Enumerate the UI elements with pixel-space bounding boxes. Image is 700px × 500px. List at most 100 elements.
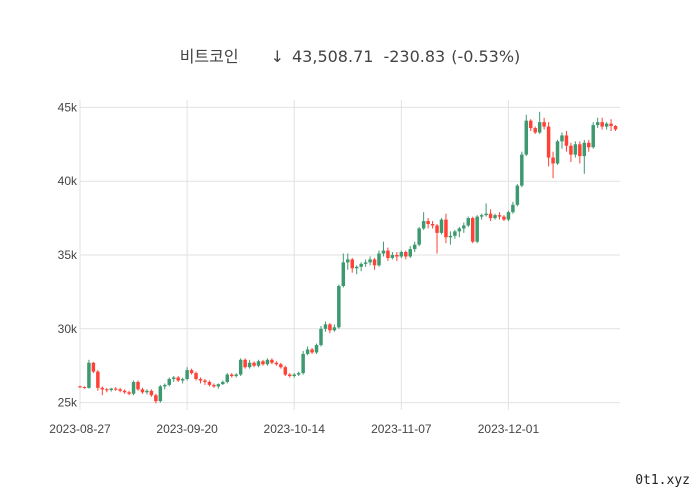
candle (221, 380, 225, 385)
candle (475, 215, 479, 244)
candle (176, 376, 180, 382)
candle-body (203, 380, 207, 382)
candle-body (118, 389, 122, 391)
candle-body (78, 386, 82, 388)
candle-body (368, 259, 372, 263)
candle (395, 252, 399, 261)
candle-body (488, 213, 493, 219)
y-axis: 25k 30k 35k 40k 45k (58, 100, 78, 409)
candle (127, 390, 131, 396)
candle (279, 362, 283, 369)
candle-body (511, 204, 515, 213)
candle (412, 241, 417, 253)
candle (520, 151, 524, 188)
candle (167, 377, 171, 387)
candle (323, 321, 328, 332)
candle-body (560, 135, 564, 142)
candle (439, 218, 444, 235)
candle-body (256, 361, 261, 366)
candle-body (524, 120, 529, 155)
x-tick-label: 2023-11-07 (371, 422, 432, 436)
candle-body (457, 228, 462, 232)
candle-body (444, 219, 448, 238)
candle-body (176, 377, 180, 381)
candle (404, 250, 408, 260)
candle (261, 359, 265, 366)
candle-body (430, 224, 435, 226)
candle-body (158, 386, 163, 402)
candle-body (328, 324, 332, 331)
candle-body (600, 122, 604, 127)
chart-title: 비트코인 ↓ 43,508.71 -230.83 (-0.53%) (180, 47, 521, 66)
candle-body (533, 128, 537, 133)
x-tick-label: 2023-10-14 (264, 422, 326, 436)
candle (216, 383, 221, 389)
grid (79, 100, 620, 410)
svg-text:비트코인↓43,508.71-230.83(-0.53%): 비트코인 ↓ 43,508.71 -230.83 (-0.53%) (180, 47, 521, 66)
candle-body (212, 384, 216, 387)
candle (337, 284, 341, 329)
candle (448, 231, 453, 245)
y-tick-label: 25k (58, 396, 78, 410)
candle (96, 370, 100, 391)
candle (207, 380, 212, 387)
candle (145, 389, 149, 395)
candle (399, 250, 404, 258)
y-tick-label: 30k (58, 322, 78, 336)
candle-body (167, 379, 171, 385)
candle-body (466, 218, 471, 226)
candle-body (96, 371, 100, 388)
candle-body (439, 219, 444, 233)
candle (426, 218, 430, 229)
candle-body (569, 145, 573, 155)
candle-body (296, 373, 301, 375)
candle (265, 358, 270, 366)
candle-body (87, 362, 91, 388)
candle (470, 216, 475, 244)
candle-body (229, 374, 234, 377)
price-change: -230.83 (383, 47, 445, 66)
candle-body (136, 381, 140, 390)
candles (78, 111, 618, 404)
candle (238, 358, 243, 377)
candle-body (82, 387, 87, 389)
candle (613, 125, 618, 131)
candle-body (310, 349, 314, 353)
candle-body (448, 235, 453, 238)
candle-body (462, 225, 466, 229)
candle (453, 229, 457, 239)
candle (609, 119, 613, 131)
candle-body (238, 359, 243, 375)
candle-body (234, 374, 238, 377)
candle (305, 346, 310, 356)
candle (537, 111, 542, 134)
candle (100, 386, 105, 396)
candle-body (587, 142, 591, 148)
candle-body (497, 215, 502, 217)
candle-body (243, 359, 247, 368)
candle (314, 343, 319, 354)
candle-body (100, 387, 105, 390)
candle (234, 373, 238, 378)
candle-body (412, 244, 417, 250)
candle (87, 359, 91, 389)
candle-body (154, 395, 158, 402)
candle-body (408, 249, 412, 257)
candle (560, 132, 564, 149)
y-tick-label: 40k (58, 174, 78, 188)
candle-body (323, 324, 328, 329)
candle (212, 383, 216, 388)
candle (122, 389, 127, 394)
candle-body (417, 228, 421, 245)
candle (488, 209, 493, 222)
candle-body (546, 126, 551, 158)
candle-body (551, 157, 555, 164)
candle (180, 377, 185, 384)
watermark: 0t1.xyz (635, 473, 690, 488)
candle-body (113, 388, 118, 390)
candle (350, 257, 354, 273)
candle-body (381, 250, 386, 254)
candle (328, 322, 332, 334)
candle-body (542, 122, 546, 127)
candle-body (404, 252, 408, 257)
